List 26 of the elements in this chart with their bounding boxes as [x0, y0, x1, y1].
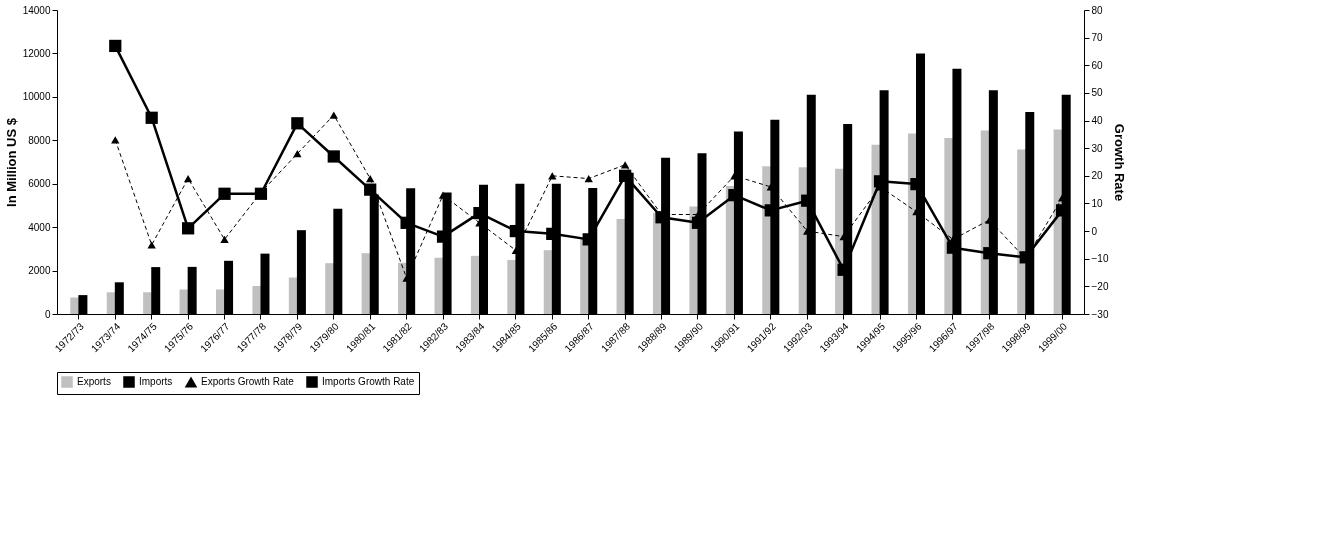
y-axis-title: In Million US $ [3, 117, 19, 207]
y-tick-label: 6000 [28, 178, 51, 190]
legend-label: Imports [139, 376, 173, 387]
y2-tick-label: −30 [1091, 308, 1109, 320]
y2-tick-label: 0 [1091, 225, 1098, 237]
legend-label: Imports Growth Rate [322, 376, 415, 387]
y-tick-label: 14000 [22, 4, 51, 16]
y2-tick-label: −10 [1091, 253, 1109, 265]
y2-tick-label: 50 [1091, 87, 1104, 99]
y2-tick-label: 60 [1091, 59, 1104, 71]
y-tick-label: 12000 [22, 47, 51, 59]
y2-tick-label: 30 [1091, 142, 1104, 154]
y2-tick-label: 20 [1091, 170, 1104, 182]
y-tick-label: 10000 [22, 91, 51, 103]
y2-tick-label: 70 [1091, 32, 1104, 44]
legend-label: Exports [77, 376, 111, 387]
y2-tick-label: 40 [1091, 115, 1104, 127]
y2-tick-label: 80 [1091, 4, 1104, 16]
y2-tick-label: 10 [1091, 197, 1104, 209]
y-tick-label: 0 [44, 308, 51, 320]
y-tick-label: 4000 [28, 221, 51, 233]
y-tick-label: 8000 [28, 134, 51, 146]
legend-label: Exports Growth Rate [201, 376, 295, 388]
y-tick-label: 2000 [28, 265, 51, 277]
y2-axis-title: Growth Rate [1112, 123, 1128, 202]
y2-tick-label: −20 [1091, 280, 1109, 292]
